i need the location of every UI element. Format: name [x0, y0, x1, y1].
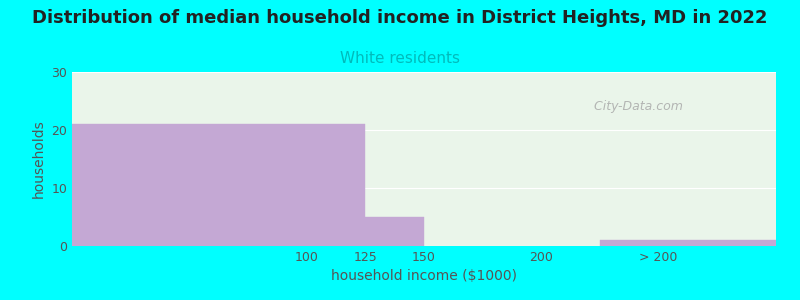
Bar — [72, 124, 366, 246]
Bar — [600, 240, 776, 246]
Text: Distribution of median household income in District Heights, MD in 2022: Distribution of median household income … — [32, 9, 768, 27]
Y-axis label: households: households — [32, 120, 46, 198]
Text: White residents: White residents — [340, 51, 460, 66]
Bar — [366, 217, 424, 246]
Text: City-Data.com: City-Data.com — [586, 100, 682, 113]
X-axis label: household income ($1000): household income ($1000) — [331, 269, 517, 284]
